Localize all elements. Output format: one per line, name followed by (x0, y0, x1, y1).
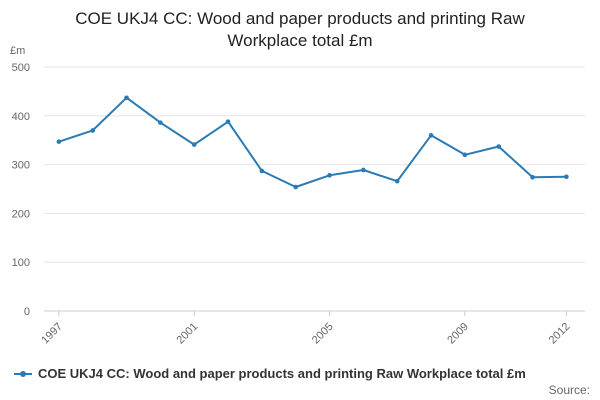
x-tick-label: 2001 (175, 321, 201, 347)
legend-series-label: COE UKJ4 CC: Wood and paper products and… (38, 366, 526, 381)
y-axis-unit-label: £m (10, 45, 26, 57)
data-point (124, 95, 129, 101)
data-point (462, 152, 468, 158)
data-point (259, 168, 265, 174)
data-point (191, 142, 197, 147)
data-point (564, 174, 569, 180)
series-line (58, 96, 567, 188)
data-point (496, 144, 502, 149)
y-tick-label: 300 (12, 160, 30, 172)
data-point (293, 184, 299, 190)
data-point (530, 174, 535, 180)
chart-title-line-2: Workplace total £m (227, 31, 373, 50)
y-tick-label: 100 (12, 257, 30, 269)
y-tick-label: 0 (24, 306, 30, 318)
chart-title: COE UKJ4 CC: Wood and paper products and… (0, 8, 600, 52)
y-tick-label: 400 (12, 111, 30, 123)
legend: COE UKJ4 CC: Wood and paper products and… (14, 366, 526, 381)
data-point (225, 119, 231, 124)
source-label: Source: (548, 383, 590, 397)
chart-title-line-1: COE UKJ4 CC: Wood and paper products and… (75, 9, 525, 28)
data-point (90, 128, 96, 133)
y-tick-label: 500 (12, 62, 30, 74)
x-tick-label: 2012 (547, 321, 573, 347)
x-tick-label: 2009 (445, 321, 471, 347)
data-point (327, 173, 332, 178)
y-tick-label: 200 (12, 208, 30, 220)
data-point (361, 167, 366, 173)
data-point (428, 133, 434, 138)
x-tick-label: 2005 (310, 321, 336, 347)
data-point (394, 178, 400, 184)
data-point (56, 139, 62, 144)
data-point (158, 120, 163, 125)
legend-line-marker-icon (14, 369, 32, 379)
x-tick-label: 1997 (39, 321, 65, 347)
